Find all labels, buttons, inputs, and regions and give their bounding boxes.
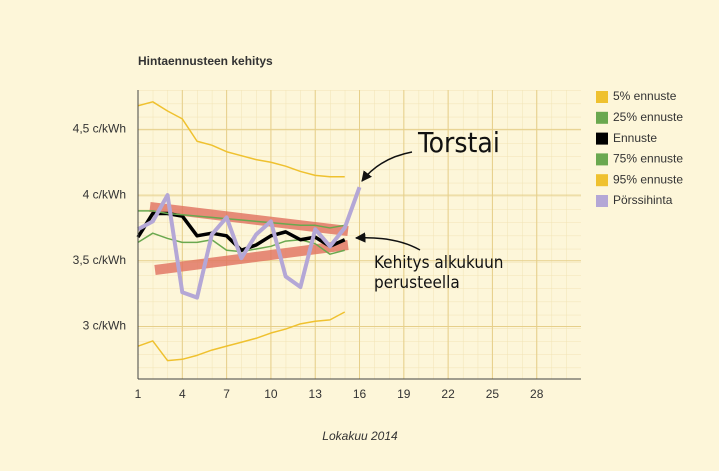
legend-swatch xyxy=(596,111,608,124)
legend-swatch xyxy=(596,132,608,145)
series-line xyxy=(137,186,362,300)
y-tick-label: 4,5 c/kWh xyxy=(73,122,126,136)
annotation: perusteella xyxy=(374,273,460,293)
y-tick-label: 3 c/kWh xyxy=(83,319,126,333)
legend-label: 95% ennuste xyxy=(613,172,683,186)
x-tick-label: 13 xyxy=(309,387,323,401)
legend-label: Pörssihinta xyxy=(613,193,673,207)
x-tick-label: 22 xyxy=(441,387,455,401)
x-tick-label: 10 xyxy=(264,387,278,401)
series-line xyxy=(137,311,346,362)
x-tick-label: 28 xyxy=(530,387,544,401)
legend-label: Ennuste xyxy=(613,131,657,145)
x-tick-label: 16 xyxy=(353,387,367,401)
x-tick-label: 4 xyxy=(179,387,186,401)
legend-swatch xyxy=(596,91,608,103)
legend-swatch xyxy=(596,195,608,207)
x-axis-label: Lokakuu 2014 xyxy=(322,429,398,443)
trend-annotations xyxy=(149,202,349,275)
y-tick-label: 4 c/kWh xyxy=(83,187,126,201)
x-tick-label: 7 xyxy=(223,387,230,401)
arrow xyxy=(361,151,413,182)
legend-swatch xyxy=(596,174,608,187)
annotation: Torstai xyxy=(417,126,500,159)
chart-title: Hintaennusteen kehitys xyxy=(138,54,273,68)
y-tick-label: 3,5 c/kWh xyxy=(73,253,126,267)
legend-label: 75% ennuste xyxy=(613,152,683,166)
trend-line xyxy=(154,240,349,275)
x-tick-label: 1 xyxy=(135,387,142,401)
arrow xyxy=(354,232,421,251)
trend-line xyxy=(149,202,349,236)
series-line xyxy=(138,210,345,229)
annotation: Kehitys alkukuun xyxy=(374,253,503,273)
legend-label: 5% ennuste xyxy=(613,89,677,103)
series-line xyxy=(137,101,345,178)
x-tick-label: 25 xyxy=(486,387,500,401)
legend-label: 25% ennuste xyxy=(613,110,683,124)
legend-swatch xyxy=(596,153,608,166)
x-tick-label: 19 xyxy=(397,387,411,401)
